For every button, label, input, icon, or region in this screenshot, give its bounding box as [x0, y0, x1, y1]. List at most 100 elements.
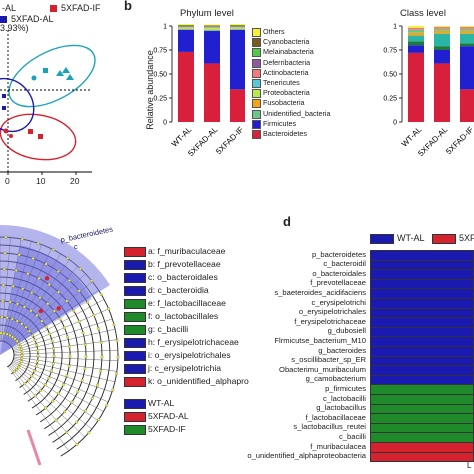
cladogram-node [32, 369, 36, 373]
cladogram-node [83, 409, 87, 413]
cladogram-node [44, 262, 48, 266]
y-tick-label: 0.50 [383, 72, 397, 79]
cladogram-node [77, 319, 81, 323]
axis-label-fragment: 3.93%) [0, 23, 29, 33]
cladogram-node [96, 383, 99, 387]
cladogram-node [2, 267, 6, 271]
legend-label: Bacteroidetes [263, 129, 307, 138]
bar-segment [204, 24, 220, 26]
lda-category-label: o_bacteroidales [312, 268, 366, 278]
lda-category-label: g_dubosiell [327, 326, 366, 336]
lda-category-label: g_lactobacillus [316, 403, 366, 413]
cladogram-branch [13, 357, 115, 383]
lda-category-label: f_lactobacillaceae [305, 412, 366, 422]
cladogram-branch [13, 356, 117, 372]
cladogram-node [14, 269, 18, 272]
y-tick-label: 1 [393, 24, 397, 31]
group-label: 5XFAD-IF [148, 424, 186, 434]
cladogram-branch [13, 328, 116, 353]
cladogram-node [97, 327, 101, 331]
cladogram-branch [12, 360, 109, 403]
bar-segment [434, 50, 450, 64]
cladogram-node [11, 335, 15, 339]
legend-swatch [252, 119, 261, 129]
lda-category-label: f_muribaculacea [310, 441, 366, 451]
cladogram-nodes [0, 235, 120, 446]
lda-category-label: Obacterimu_muribaculum [279, 364, 366, 374]
lda-category-label: c_lactobacilli [322, 393, 366, 403]
lda-category-label: o_erysipelotrichales [298, 307, 366, 317]
bar-segment [408, 32, 424, 36]
bar-segment [178, 24, 194, 26]
chart-title-phylum: Phylum level [180, 8, 234, 19]
cladogram-node [58, 317, 62, 321]
cladogram-node [36, 348, 40, 352]
cladogram-node [0, 315, 4, 319]
cladogram-node [48, 332, 52, 336]
legend-swatch [252, 58, 261, 68]
clade-swatch [124, 364, 146, 374]
cladogram-branch [12, 299, 105, 349]
cladogram-node [70, 400, 74, 404]
lda-category-label: Flrmicutse_bacterium_M10 [274, 335, 366, 345]
legend-swatch [252, 28, 261, 37]
cladogram-node [116, 355, 120, 359]
legend-swatch [252, 99, 261, 109]
chart-title-class: Class level [400, 8, 446, 19]
legend-swatch [252, 79, 261, 88]
bar-segment [460, 28, 474, 31]
cladogram-node [57, 391, 61, 395]
legend-label: Unidentified_bacteria [263, 108, 331, 118]
y-tick-label: 0.25 [383, 96, 397, 103]
bar-segment [434, 28, 450, 31]
cladogram-node [23, 305, 26, 309]
legend-label: Actinobacteria [263, 67, 309, 77]
cladogram-node [12, 370, 16, 374]
cladogram-node [15, 368, 19, 371]
cladogram-node [81, 331, 85, 335]
cladogram-node [38, 296, 42, 300]
bar-segment [230, 89, 245, 122]
cladogram-node [99, 369, 103, 373]
cladogram-branch [12, 361, 104, 412]
cladogram-node [34, 364, 38, 368]
phylum-legend: Others Cyanobacteria Melainabacteria Deferr… [252, 27, 352, 139]
x-tick-label: WT-AL [400, 125, 424, 149]
cladogram-branch [13, 318, 113, 351]
ellipse-cyan [8, 44, 96, 108]
cladogram-branch [13, 349, 118, 355]
cladogram-branch [9, 364, 85, 438]
clade-swatch [124, 312, 146, 322]
cladogram-node [17, 253, 21, 257]
lda-category-label: o_unidentified_alphaproteobacteria [247, 451, 366, 461]
clade-label: j: c_erysipelotrichia [148, 363, 222, 373]
cladogram-node [47, 283, 51, 286]
lda-category-label: g_camobacterium [305, 374, 366, 384]
lda-category-label: s_lactobacillus_reutei [293, 422, 366, 432]
ellipse-blue [0, 77, 35, 133]
cladogram-node [24, 325, 28, 329]
cladogram-node [99, 341, 103, 345]
cladogram-node [99, 292, 103, 296]
y-tick-label: 0.75 [383, 48, 397, 55]
pink-marker [26, 429, 42, 466]
lda-category-label: c_bacteroidil [323, 259, 366, 269]
legend-swatch [252, 109, 261, 119]
legend-label: Tenericutes [263, 78, 300, 87]
cladogram-node [54, 418, 58, 422]
clade-swatch [124, 338, 146, 348]
cladogram-node [56, 269, 60, 273]
cladogram-node [75, 420, 79, 424]
cladogram-node [36, 241, 40, 245]
cladogram-node [76, 390, 80, 394]
lda-category-label: p_firmicutes [325, 383, 366, 393]
clade-swatch [124, 299, 146, 309]
legend-label: Fusobacteria [263, 98, 305, 108]
bar-segment [460, 89, 474, 122]
bar-segment [408, 26, 424, 28]
cladogram-node [105, 403, 109, 407]
bar-segment [408, 29, 424, 33]
legend-label: Proteobacteria [263, 88, 310, 98]
bar-segment [204, 63, 220, 122]
